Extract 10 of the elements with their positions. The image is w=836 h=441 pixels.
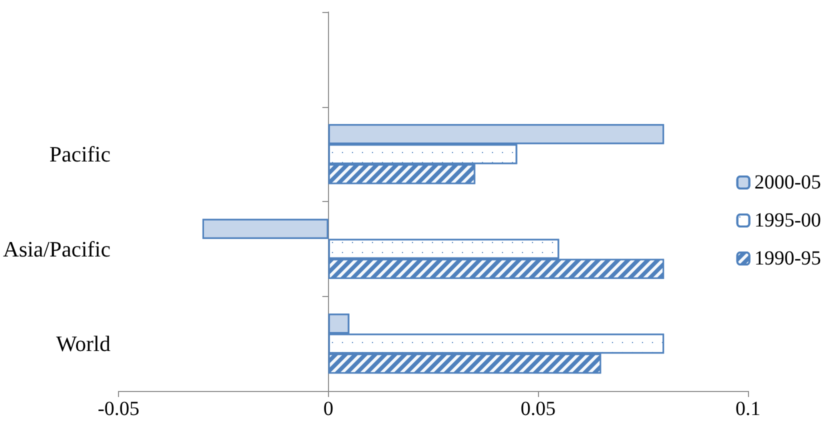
legend-label: 2000-05 — [754, 172, 822, 194]
x-tick-label: 0 — [323, 398, 334, 420]
x-tick-label: 0.05 — [520, 398, 556, 420]
y-tick-label: World — [56, 331, 111, 356]
legend-label: 1995-00 — [754, 210, 822, 232]
x-tick-label: 0.1 — [736, 398, 760, 420]
x-tick-label: -0.05 — [98, 398, 140, 420]
y-tick-label: Pacific — [49, 142, 111, 167]
y-tick-label: Asia/Pacific — [2, 236, 111, 262]
legend-label: 1990-95 — [754, 248, 822, 270]
